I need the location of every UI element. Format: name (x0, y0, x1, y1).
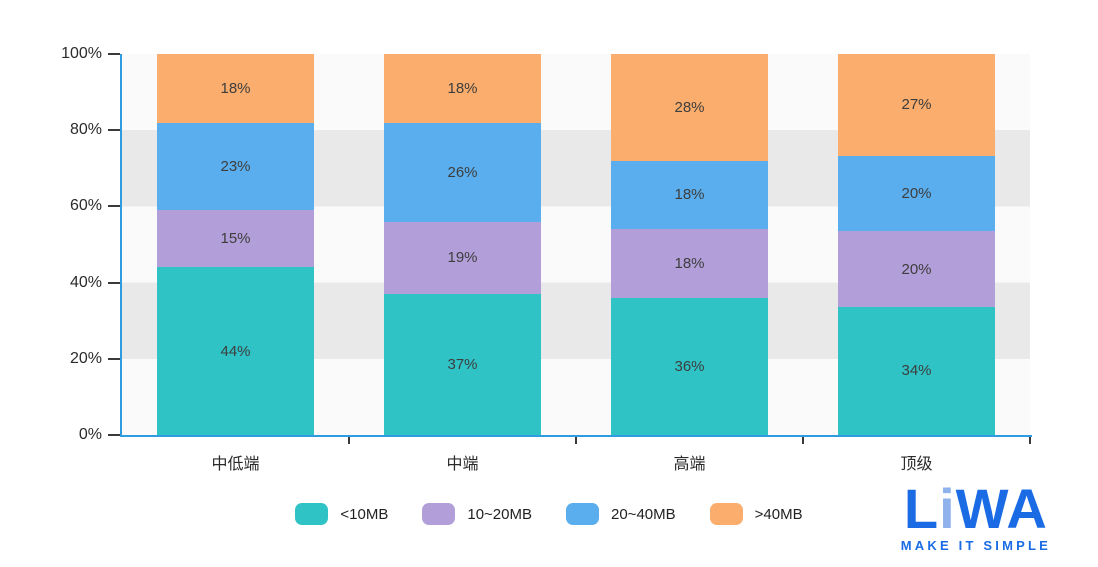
bar-segment-label: 18% (674, 186, 705, 204)
bar-segment[interactable]: 19% (384, 221, 541, 295)
bar-segment-label: 34% (901, 362, 932, 380)
bar-segment[interactable]: 15% (157, 210, 314, 268)
bar-顶级: 34% 20% 20% 27% (838, 54, 995, 435)
logo-letter-l: L (903, 477, 940, 540)
bar-segment[interactable]: 26% (384, 122, 541, 222)
y-axis-tick (108, 357, 120, 360)
bar-segment-label: 20% (901, 185, 932, 203)
bar-segment[interactable]: 18% (611, 160, 768, 230)
y-tick-label: 0% (78, 426, 102, 443)
bar-segment-label: 44% (220, 342, 251, 360)
bar-segment-label: 37% (447, 356, 478, 374)
bar-segment[interactable]: 36% (611, 297, 768, 435)
legend-item[interactable]: 20~40MB (566, 503, 676, 525)
y-tick-label: 100% (61, 45, 102, 62)
y-tick-label: 80% (69, 121, 102, 139)
bar-segment[interactable]: 18% (384, 54, 541, 123)
legend: <10MB 10~20MB 20~40MB >40MB (0, 503, 1098, 525)
bar-segment-label: 23% (220, 157, 251, 175)
legend-item[interactable]: <10MB (295, 503, 388, 525)
x-category-label: 高端 (673, 456, 706, 473)
bar-segment[interactable]: 23% (157, 122, 314, 211)
legend-item[interactable]: 10~20MB (422, 503, 532, 525)
bar-segment-label: 27% (901, 96, 932, 114)
y-axis-line (120, 54, 122, 437)
bar-中低端: 44% 15% 23% 18% (157, 54, 314, 435)
logo: LiWA MAKE IT SIMPLE (900, 481, 1051, 554)
y-tick-label: 40% (69, 273, 102, 291)
bar-中端: 37% 19% 26% 18% (384, 54, 541, 435)
y-axis-tick (108, 53, 120, 55)
y-axis-tick (108, 281, 120, 284)
y-axis-tick (108, 434, 120, 436)
bar-segment[interactable]: 18% (157, 54, 314, 123)
logo-letters-wa: WA (955, 477, 1048, 540)
bar-segment[interactable]: 20% (838, 155, 995, 232)
bar-segment-label: 26% (447, 163, 478, 181)
x-category-label: 中端 (446, 456, 479, 473)
bar-segment-label: 18% (220, 79, 251, 97)
x-axis-tick (1029, 437, 1031, 444)
bar-segment[interactable]: 28% (611, 54, 768, 161)
legend-label: <10MB (340, 505, 389, 523)
bar-segment-label: 18% (447, 79, 478, 97)
x-category-label: 中低端 (211, 456, 260, 473)
x-category-label: 顶级 (900, 456, 933, 473)
x-axis-line (120, 435, 1032, 437)
bar-segment[interactable]: 44% (157, 267, 314, 435)
bar-segment[interactable]: 37% (384, 294, 541, 435)
legend-label: 10~20MB (467, 505, 532, 523)
bar-segment[interactable]: 34% (838, 306, 995, 435)
plot-area: 44% 15% 23% 18% 37% 19% 26% 18% 36% 18% 18% 28% 34% 2… (122, 54, 1030, 435)
legend-label: 20~40MB (611, 505, 676, 523)
legend-swatch (422, 503, 456, 525)
y-axis-tick (108, 205, 120, 208)
x-axis-tick (575, 437, 577, 444)
bar-segment-label: 28% (674, 98, 705, 116)
legend-swatch (566, 503, 599, 525)
legend-swatch (709, 503, 743, 525)
logo-tagline: MAKE IT SIMPLE (900, 538, 1051, 554)
bar-高端: 36% 18% 18% 28% (611, 54, 768, 435)
legend-label: >40MB (754, 505, 803, 523)
logo-letter-i: i (939, 477, 956, 540)
x-axis-tick (802, 437, 804, 444)
legend-swatch (295, 503, 329, 525)
bar-segment-label: 20% (901, 260, 932, 278)
logo-text: LiWA (904, 481, 1048, 537)
bar-segment-label: 18% (674, 255, 705, 273)
legend-item[interactable]: >40MB (709, 503, 803, 525)
y-tick-label: 20% (69, 349, 102, 367)
bar-segment[interactable]: 18% (611, 229, 768, 298)
bar-segment[interactable]: 27% (838, 54, 995, 156)
bar-segment-label: 36% (674, 357, 705, 375)
bar-segment-label: 15% (220, 230, 251, 248)
bar-segment-label: 19% (447, 249, 478, 267)
bar-segment[interactable]: 20% (838, 231, 995, 307)
y-axis-tick (108, 129, 120, 132)
y-tick-label: 60% (69, 197, 102, 215)
x-axis-tick (348, 437, 350, 444)
